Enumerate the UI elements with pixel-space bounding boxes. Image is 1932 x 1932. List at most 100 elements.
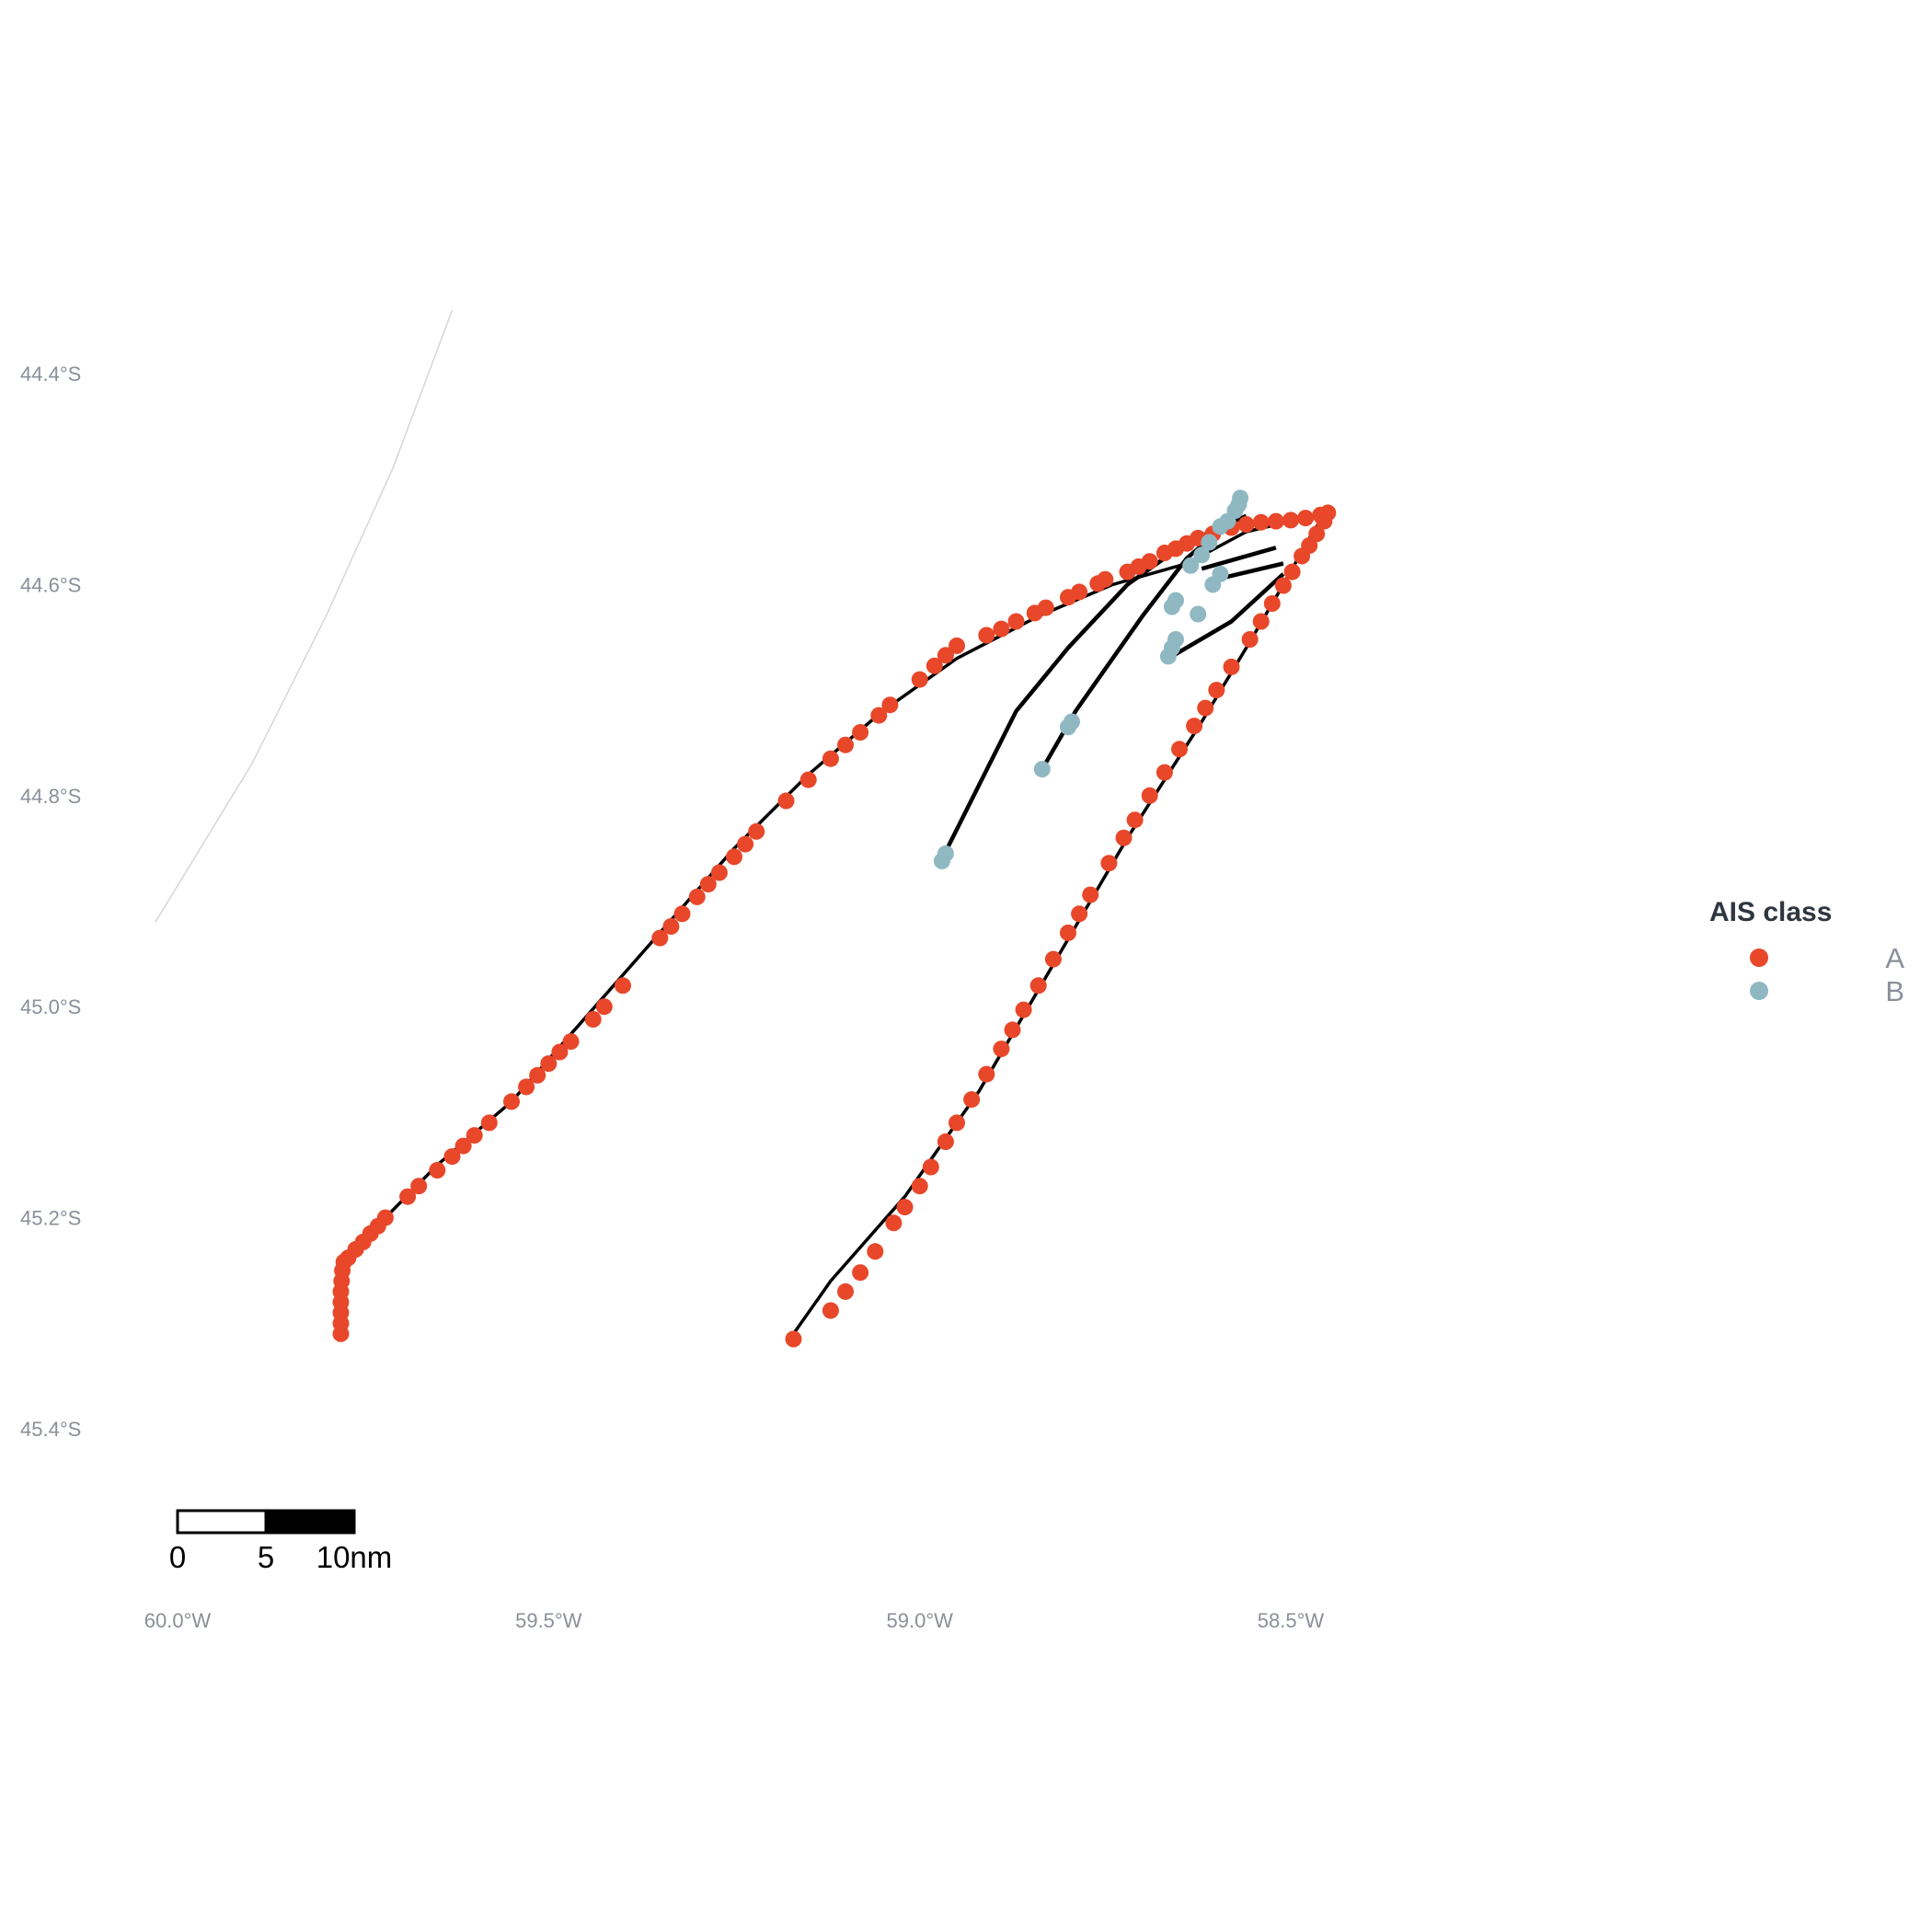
- ais-point-a: [688, 888, 706, 905]
- ais-point-a: [1015, 1001, 1032, 1018]
- ais-point-a: [926, 657, 943, 674]
- ais-point-a: [867, 1243, 884, 1260]
- ais-point-b: [1182, 557, 1200, 574]
- ais-point-a: [978, 627, 995, 644]
- ais-point-a: [1141, 787, 1158, 804]
- ais-point-a: [1267, 512, 1284, 530]
- ais-point-a: [480, 1114, 498, 1132]
- ais-point-a: [429, 1162, 446, 1179]
- ais-point-a: [822, 750, 839, 767]
- ais-point-a: [1037, 599, 1054, 616]
- coastline: [155, 309, 454, 923]
- y-tick-label: 44.8°S: [20, 785, 81, 808]
- ais-point-a: [911, 1178, 928, 1195]
- axis-labels-layer: 60.0°W 59.5°W 59.0°W 58.5°W 44.4°S 44.6°S 44.8…: [20, 362, 1324, 1632]
- ais-point-a: [466, 1127, 483, 1144]
- y-tick-label: 45.2°S: [20, 1207, 81, 1230]
- ais-point-a: [1237, 516, 1255, 533]
- ais-point-a: [852, 724, 869, 741]
- ais-point-a: [595, 998, 613, 1016]
- track-line-b-3: [1201, 546, 1277, 571]
- ais-point-b: [1167, 631, 1184, 648]
- ais-point-a: [963, 1091, 981, 1109]
- ais-point-a: [1252, 613, 1270, 630]
- ais-point-a: [1223, 658, 1240, 675]
- ais-point-a: [1141, 553, 1158, 570]
- ais-point-a: [949, 637, 965, 654]
- ais-point-b: [1064, 713, 1080, 730]
- ais-point-a: [1097, 570, 1114, 588]
- ais-point-a: [1241, 631, 1259, 648]
- ais-point-a: [673, 905, 691, 923]
- ais-point-a: [1004, 1021, 1021, 1039]
- ais-points-layer: [332, 489, 1337, 1348]
- ais-point-a: [1252, 513, 1270, 531]
- ais-point-a: [1060, 924, 1076, 941]
- ais-point-a: [1297, 510, 1315, 527]
- scale-bar: 0 5 10nm: [169, 1509, 393, 1574]
- ais-point-a: [1044, 950, 1062, 968]
- ais-point-b: [1212, 565, 1229, 582]
- legend-label-a: A: [1885, 942, 1904, 974]
- ais-point-a: [540, 1055, 558, 1073]
- ais-point-a: [922, 1158, 939, 1176]
- x-tick-label: 60.0°W: [144, 1609, 212, 1632]
- ais-point-a: [737, 835, 754, 853]
- scale-label-10nm: 10nm: [316, 1540, 393, 1574]
- ais-point-a: [503, 1093, 520, 1110]
- legend-key-b: [1750, 982, 1768, 1000]
- ais-point-b: [1167, 592, 1184, 609]
- legend-title: AIS class: [1709, 897, 1832, 927]
- ais-point-a: [870, 707, 888, 724]
- ais-point-a: [1283, 563, 1301, 581]
- ais-point-a: [615, 977, 631, 995]
- ais-point-a: [1029, 977, 1047, 995]
- ais-point-a: [1274, 577, 1292, 594]
- scale-label-5: 5: [258, 1540, 274, 1574]
- scale-label-0: 0: [169, 1540, 186, 1574]
- ais-point-a: [1007, 613, 1025, 630]
- y-tick-label: 45.0°S: [20, 995, 81, 1018]
- ais-point-a: [1294, 547, 1311, 565]
- ais-point-a: [1171, 741, 1188, 758]
- ais-point-a: [410, 1178, 428, 1195]
- coastline-layer: [155, 309, 454, 923]
- ais-point-a: [1263, 595, 1281, 612]
- legend: AIS class A B: [1709, 897, 1904, 1007]
- ais-point-a: [993, 620, 1010, 638]
- x-tick-label: 58.5°W: [1258, 1609, 1325, 1632]
- ais-point-a: [881, 696, 899, 714]
- ais-point-b: [1232, 489, 1249, 507]
- ais-point-a: [911, 671, 928, 688]
- ais-point-a: [1282, 512, 1299, 529]
- ais-point-a: [937, 647, 954, 664]
- ais-point-a: [1208, 682, 1225, 699]
- ais-point-a: [777, 792, 795, 810]
- y-tick-label: 45.4°S: [20, 1418, 81, 1441]
- ais-point-a: [584, 1011, 602, 1028]
- ais-point-a: [1197, 699, 1214, 717]
- ais-point-a: [937, 1133, 954, 1150]
- legend-key-a: [1750, 949, 1768, 967]
- scale-bar-segment-2: [264, 1509, 356, 1535]
- ais-point-a: [699, 876, 717, 893]
- ais-point-a: [376, 1209, 394, 1226]
- ais-point-a: [1071, 905, 1088, 923]
- ais-point-a: [799, 771, 817, 788]
- x-tick-label: 59.0°W: [887, 1609, 954, 1632]
- ais-point-b: [937, 845, 954, 862]
- ais-point-a: [662, 918, 680, 935]
- track-line-b-5: [1167, 572, 1285, 661]
- ais-point-a: [1126, 811, 1144, 829]
- ais-point-a: [1156, 764, 1173, 781]
- legend-label-b: B: [1885, 975, 1904, 1007]
- ais-point-a: [852, 1264, 869, 1282]
- y-tick-label: 44.6°S: [20, 573, 81, 596]
- y-tick-label: 44.4°S: [20, 362, 81, 385]
- ais-point-a: [949, 1114, 965, 1132]
- ais-point-a: [443, 1148, 461, 1166]
- ais-point-a: [978, 1065, 995, 1083]
- ais-point-a: [562, 1033, 580, 1051]
- ais-point-b: [1201, 534, 1218, 551]
